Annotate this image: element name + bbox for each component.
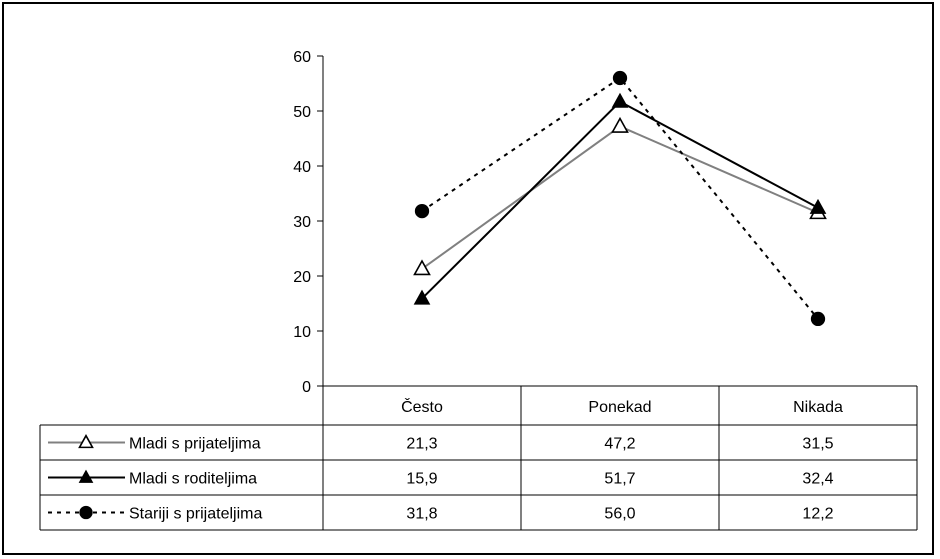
- data-label: 12,2: [802, 506, 833, 523]
- series-line: [421, 125, 819, 270]
- data-point-marker: [611, 116, 629, 133]
- legend-label: Mladi s roditeljima: [129, 471, 257, 488]
- legend-marker: [78, 469, 94, 483]
- data-point-marker: [414, 203, 430, 219]
- data-label: 15,9: [406, 471, 437, 488]
- legend-label: Mladi s prijateljima: [129, 436, 261, 453]
- data-point-marker: [413, 259, 431, 276]
- data-point-marker: [612, 70, 628, 86]
- data-label: 21,3: [406, 436, 437, 453]
- y-tick-label: 40: [293, 159, 311, 176]
- legend-label: Stariji s prijateljima: [129, 506, 262, 523]
- series-line: [421, 76, 819, 320]
- data-label: 56,0: [604, 506, 635, 523]
- data-label: 32,4: [802, 471, 833, 488]
- y-tick-label: 0: [302, 379, 311, 396]
- legend-marker: [78, 434, 94, 449]
- y-tick-label: 10: [293, 324, 311, 341]
- data-point-marker: [810, 311, 826, 327]
- y-tick-label: 30: [293, 214, 311, 231]
- data-label: 31,5: [802, 436, 833, 453]
- category-label: Ponekad: [588, 399, 651, 416]
- data-point-marker: [413, 289, 431, 305]
- data-label: 47,2: [604, 436, 635, 453]
- y-tick-label: 20: [293, 269, 311, 286]
- data-label: 31,8: [406, 506, 437, 523]
- y-tick-label: 60: [293, 49, 311, 66]
- category-label: Nikada: [793, 399, 843, 416]
- category-label: Često: [401, 397, 443, 416]
- data-point-marker: [809, 198, 827, 214]
- data-point-marker: [611, 92, 629, 108]
- legend-marker: [79, 505, 93, 520]
- data-label: 51,7: [604, 471, 635, 488]
- y-tick-label: 50: [293, 104, 311, 121]
